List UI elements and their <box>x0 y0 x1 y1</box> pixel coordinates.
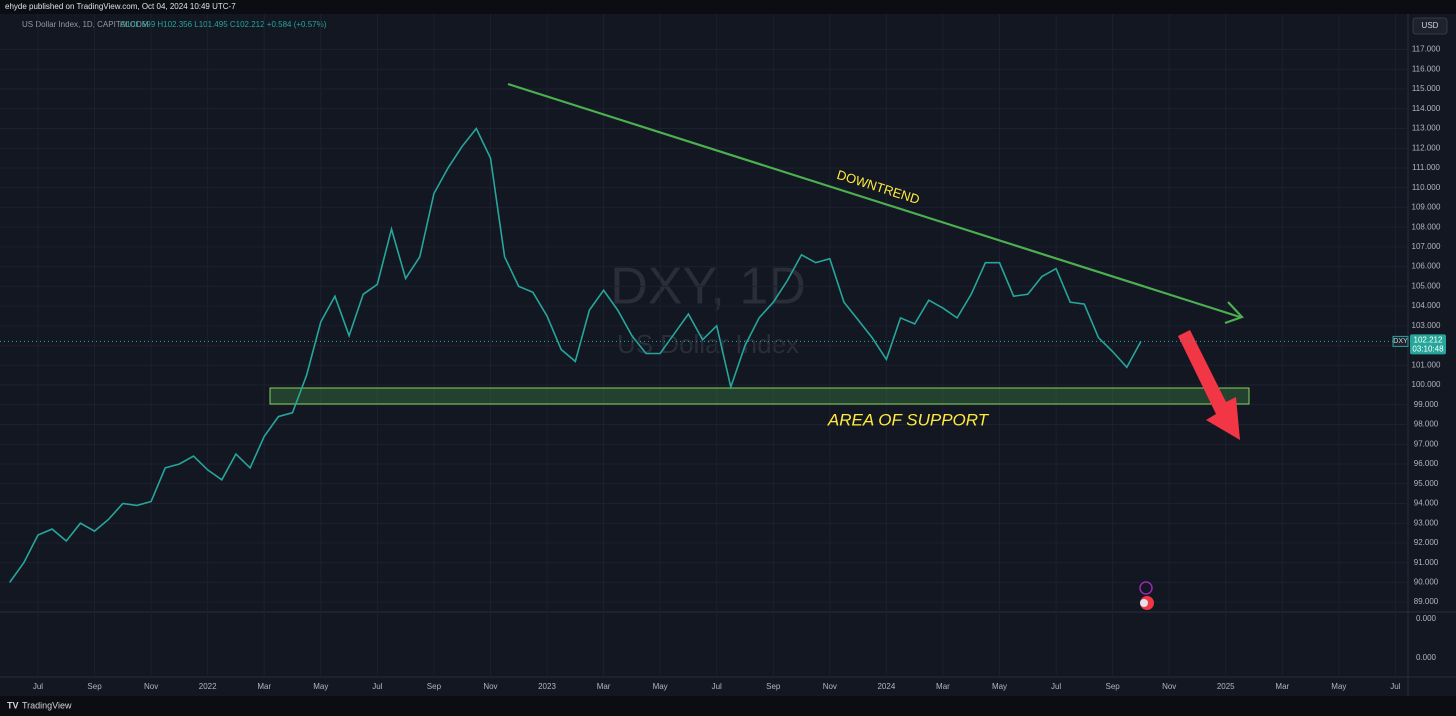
x-tick-label: Mar <box>257 682 271 691</box>
y-tick-label: 106.000 <box>1412 262 1441 271</box>
footer-logo: TV <box>7 700 19 710</box>
x-tick-label: Jul <box>1390 682 1400 691</box>
y-tick-label: 95.000 <box>1414 479 1439 488</box>
x-tick-label: Jul <box>372 682 382 691</box>
y-tick-label: 91.000 <box>1414 558 1439 567</box>
support-annotation: AREA OF SUPPORT <box>827 410 990 429</box>
x-tick-label: Sep <box>427 682 442 691</box>
x-tick-label: Sep <box>87 682 102 691</box>
support-zone <box>269 387 1250 405</box>
y-tick-label: 104.000 <box>1412 301 1441 310</box>
price-tag-symbol-box <box>1392 335 1409 347</box>
trend-arrowhead <box>1224 301 1244 325</box>
x-tick-label: 2023 <box>538 682 556 691</box>
y-tick-label: 115.000 <box>1412 84 1441 93</box>
currency-label[interactable]: USD <box>1422 21 1439 30</box>
price-line <box>9 126 1142 583</box>
x-tick-label: Mar <box>597 682 611 691</box>
x-tick-label: Nov <box>483 682 497 691</box>
y-tick-label: 109.000 <box>1412 203 1441 212</box>
footer-bar <box>0 696 1456 716</box>
y-tick-label: 92.000 <box>1414 538 1439 547</box>
x-tick-label: 2024 <box>877 682 895 691</box>
symbol-info: US Dollar Index, 1D, CAPITALCOM <box>22 20 149 29</box>
x-tick-label: Jul <box>33 682 43 691</box>
x-tick-label: 2022 <box>199 682 217 691</box>
lower-pane-label: 0.000 <box>1416 614 1437 623</box>
currency-button[interactable] <box>1412 17 1448 35</box>
y-tick-label: 89.000 <box>1414 597 1439 606</box>
y-tick-label: 105.000 <box>1412 281 1441 290</box>
y-tick-label: 93.000 <box>1414 518 1439 527</box>
x-tick-label: Jul <box>1051 682 1061 691</box>
x-tick-label: May <box>313 682 328 691</box>
publisher: ehyde published on TradingView.com, Oct … <box>5 2 236 11</box>
header-bar <box>0 0 1456 14</box>
x-tick-label: Nov <box>144 682 158 691</box>
x-tick-label: Nov <box>823 682 837 691</box>
price-tag-symbol: DXY <box>1393 338 1408 345</box>
y-tick-label: 114.000 <box>1412 104 1441 113</box>
y-tick-label: 94.000 <box>1414 499 1439 508</box>
x-tick-label: Mar <box>1275 682 1289 691</box>
x-tick-label: Jul <box>712 682 722 691</box>
down-arrow <box>1178 330 1240 440</box>
trend-line <box>507 82 1241 319</box>
event-icon-flag <box>1140 599 1148 607</box>
y-tick-label: 116.000 <box>1412 64 1441 73</box>
x-tick-label: May <box>992 682 1007 691</box>
y-tick-label: 101.000 <box>1412 360 1441 369</box>
grid <box>0 14 1408 677</box>
price-tag-box <box>1410 334 1446 355</box>
y-tick-label: 97.000 <box>1414 439 1439 448</box>
ohlc-values: O101.599 H102.356 L101.495 C102.212 +0.5… <box>120 20 327 29</box>
y-tick-label: 103.000 <box>1412 321 1441 330</box>
x-tick-label: Sep <box>1106 682 1121 691</box>
y-tick-label: 98.000 <box>1414 420 1439 429</box>
y-tick-label: 113.000 <box>1412 124 1441 133</box>
y-tick-label: 90.000 <box>1414 578 1439 587</box>
price-tag-countdown: 03:10:48 <box>1412 345 1444 354</box>
y-tick-label: 99.000 <box>1414 400 1439 409</box>
lower-pane-label: 0.000 <box>1416 653 1437 662</box>
x-tick-label: Sep <box>766 682 781 691</box>
y-tick-label: 100.000 <box>1412 380 1441 389</box>
y-tick-label: 117.000 <box>1412 45 1441 54</box>
y-tick-label: 96.000 <box>1414 459 1439 468</box>
y-tick-label: 110.000 <box>1412 183 1441 192</box>
price-tag-value: 102.212 <box>1414 336 1443 345</box>
x-tick-label: May <box>653 682 668 691</box>
y-tick-label: 111.000 <box>1412 163 1440 172</box>
y-tick-label: 112.000 <box>1412 143 1441 152</box>
y-tick-label: 107.000 <box>1412 242 1441 251</box>
x-tick-label: May <box>1331 682 1346 691</box>
x-tick-label: Nov <box>1162 682 1176 691</box>
y-tick-label: 108.000 <box>1412 222 1441 231</box>
x-tick-label: Mar <box>936 682 950 691</box>
footer-brand: TradingView <box>22 700 72 710</box>
event-icon[interactable] <box>1139 581 1153 595</box>
x-tick-label: 2025 <box>1217 682 1235 691</box>
